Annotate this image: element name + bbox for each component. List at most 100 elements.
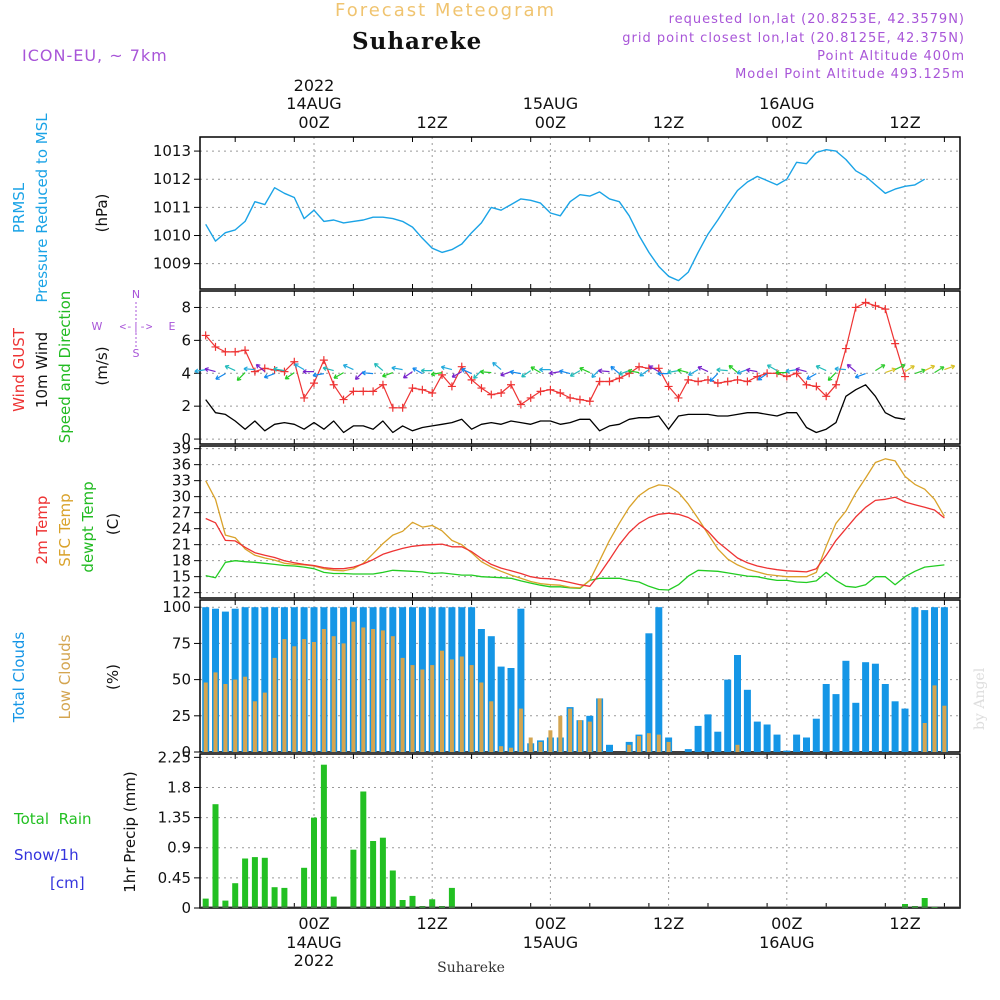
product-title: Forecast Meteogram [335, 0, 556, 21]
pressure-unit: (hPa) [93, 194, 111, 233]
low-cloud-bar [449, 659, 454, 752]
wind-direction-arrow [539, 367, 551, 373]
total-cloud-bar [261, 607, 269, 752]
y-tick-label: 100 [162, 598, 191, 616]
wind-direction-arrow [598, 368, 610, 374]
gust-point [349, 387, 358, 396]
y-tick-label: 36 [172, 456, 191, 474]
low-cloud-bar [272, 657, 277, 752]
y-tick-label: 2 [181, 397, 191, 415]
y-tick-label: 1013 [153, 142, 191, 160]
low-cloud-bar [262, 692, 267, 752]
total-cloud-bar [497, 666, 505, 752]
gust-point [556, 389, 565, 397]
y-tick-label: 21 [172, 536, 191, 554]
wind-direction-arrow [549, 370, 561, 376]
wind-direction-arrow [885, 367, 897, 374]
gust-point [280, 367, 289, 376]
model-altitude: Model Point Altitude 493.125m [735, 67, 965, 82]
prmsl-label: PRMSL [10, 182, 28, 233]
wind-direction-arrow [688, 369, 699, 376]
precip-panel: 0 0.45 0.9 1.35 1.8 2.25 [158, 748, 961, 917]
gust-point [477, 384, 486, 393]
wind-direction-arrow [746, 367, 758, 373]
low-cloud-bar [568, 708, 573, 752]
y-tick-label: 0.45 [158, 869, 191, 887]
rain-bar [902, 904, 908, 908]
low-cloud-bar [587, 721, 592, 752]
wind-direction-arrow [667, 369, 679, 375]
gust-point [635, 362, 644, 371]
low-cloud-bar [430, 665, 435, 752]
total-cloud-bar [842, 660, 850, 752]
wind-direction-arrow [894, 363, 906, 371]
total-cloud-bar [832, 694, 840, 752]
dewpt-line [205, 560, 945, 591]
wind-direction-arrow [412, 367, 423, 375]
bottom-time-label: 00Z [298, 914, 329, 933]
gust-point [743, 377, 752, 386]
y-tick-label: 4 [181, 364, 191, 382]
wind-direction-arrow [302, 369, 314, 375]
rain-bar [301, 867, 308, 908]
low-cloud-bar [646, 733, 651, 752]
pressure-line [205, 148, 926, 282]
low-cloud-bar [233, 679, 238, 752]
rain-bar [350, 849, 357, 908]
low-cloud-bar [390, 636, 395, 752]
wind-direction-arrow [709, 373, 719, 382]
total-cloud-bar [822, 684, 830, 752]
wind-direction-arrow [263, 373, 275, 379]
y-tick-label: 6 [181, 331, 191, 349]
wind-direction-arrow [806, 373, 817, 380]
wind-direction-arrow [924, 364, 936, 372]
gust-point [575, 395, 584, 404]
low-clouds-label: Low Clouds [56, 634, 74, 719]
compass-e: E [169, 320, 176, 333]
total-cloud-bar [714, 731, 722, 752]
bottom-date-label: 16AUG [759, 933, 814, 952]
gust-point [792, 369, 801, 378]
top-time-label: 00Z [771, 113, 802, 132]
gust-point [221, 347, 230, 356]
gust-point [388, 403, 397, 412]
gust-point [694, 377, 703, 386]
gust-point [329, 380, 338, 389]
gust-point [231, 347, 240, 356]
wind-direction-arrow [697, 365, 709, 373]
wind-direction-arrow [236, 372, 246, 381]
wind-direction-arrow [569, 370, 581, 377]
temp-labels: 2m Temp SFC Temp dewpt Temp (C) [33, 481, 122, 572]
low-cloud-bar [489, 701, 494, 752]
gust-point [310, 379, 318, 388]
compass-w: W [92, 320, 103, 333]
rain-bar [429, 899, 436, 908]
y-tick-label: 1.8 [167, 778, 191, 796]
gust-point [487, 390, 496, 399]
rain-bar [399, 900, 406, 908]
total-cloud-bar [793, 734, 801, 752]
wind-direction-arrow [479, 369, 492, 375]
low-cloud-bar [223, 684, 228, 752]
wind-direction-arrow [627, 368, 640, 374]
total-cloud-bar [221, 611, 229, 752]
gust-point [782, 372, 791, 381]
wind-direction-arrow [294, 363, 305, 371]
low-cloud-bar [341, 643, 346, 752]
top-time-label: 00Z [298, 113, 329, 132]
pressure-reduced-label: Pressure Reduced to MSL [33, 113, 51, 303]
gust-point [250, 367, 259, 376]
low-cloud-bar [942, 705, 947, 752]
total-cloud-bar [202, 607, 210, 752]
low-cloud-bar [637, 736, 641, 752]
gust-point [447, 382, 456, 391]
grid-point-coords: grid point closest lon,lat (20.8125E, 42… [622, 31, 965, 46]
wind-panel: 0 2 4 6 8 [181, 290, 961, 448]
bottom-date-label: 14AUG [286, 933, 341, 952]
watermark: by Angel [972, 667, 988, 730]
panel-frame [199, 753, 961, 909]
wind-direction-arrow [875, 364, 886, 372]
y-tick-label: 0 [181, 899, 191, 917]
total-cloud-bar [812, 718, 820, 752]
